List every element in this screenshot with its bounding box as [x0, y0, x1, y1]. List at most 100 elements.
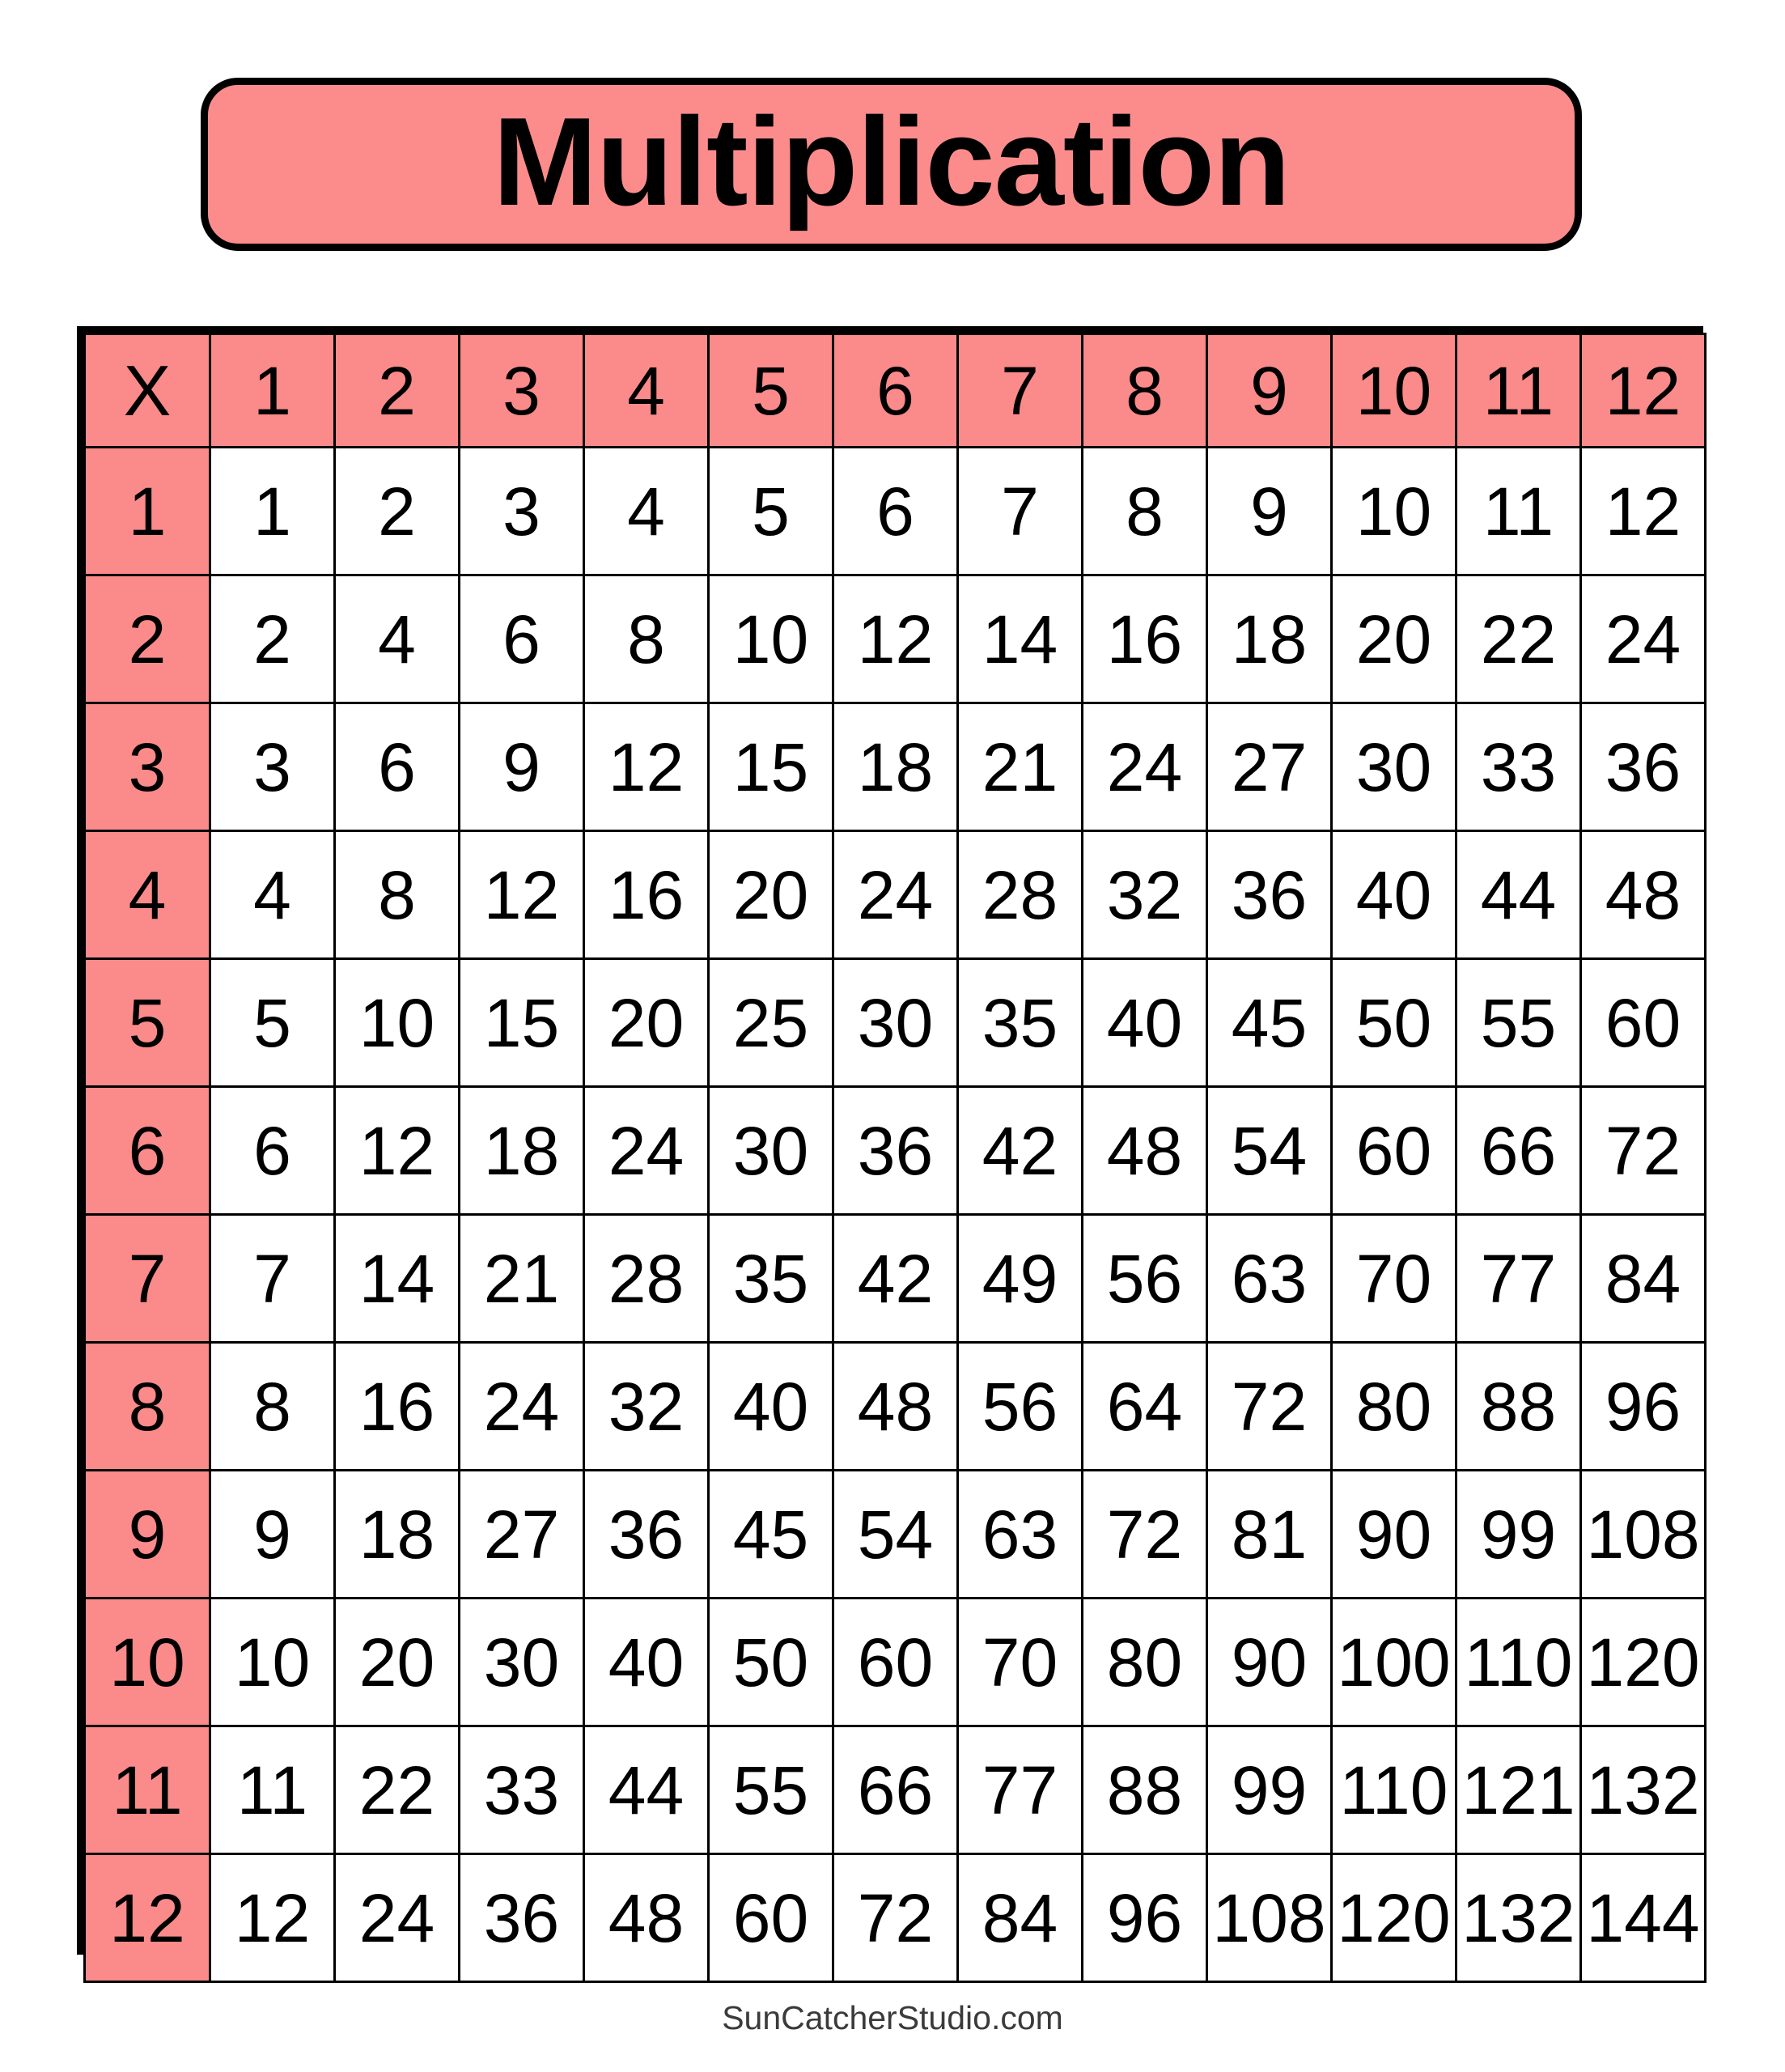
cell-4-12: 48 — [1579, 830, 1707, 960]
table-row: 8 8 16 24 32 40 48 56 64 72 80 88 96 — [83, 1341, 1707, 1471]
cell-7-10: 70 — [1330, 1213, 1457, 1344]
cell-8-5: 40 — [707, 1341, 834, 1471]
page-title: Multiplication — [493, 91, 1291, 231]
cell-4-9: 36 — [1206, 830, 1333, 960]
cell-2-12: 24 — [1579, 574, 1707, 704]
cell-7-7: 49 — [956, 1213, 1083, 1344]
cell-8-4: 32 — [583, 1341, 710, 1471]
cell-6-3: 18 — [458, 1085, 585, 1216]
cell-4-2: 8 — [333, 830, 460, 960]
cell-9-10: 90 — [1330, 1469, 1457, 1599]
cell-9-11: 99 — [1455, 1469, 1582, 1599]
cell-10-5: 50 — [707, 1597, 834, 1727]
row-header-8: 8 — [83, 1341, 211, 1471]
cell-7-9: 63 — [1206, 1213, 1333, 1344]
cell-10-1: 10 — [209, 1597, 336, 1727]
cell-3-8: 24 — [1081, 702, 1208, 832]
cell-5-4: 20 — [583, 957, 710, 1088]
cell-8-1: 8 — [209, 1341, 336, 1471]
column-header-1: 1 — [209, 333, 336, 448]
cell-9-8: 72 — [1081, 1469, 1208, 1599]
column-header-2: 2 — [333, 333, 460, 448]
cell-9-3: 27 — [458, 1469, 585, 1599]
cell-1-5: 5 — [707, 446, 834, 576]
row-header-6: 6 — [83, 1085, 211, 1216]
cell-11-12: 132 — [1579, 1725, 1707, 1855]
table-row: 10 10 20 30 40 50 60 70 80 90 100 110 12… — [83, 1597, 1707, 1727]
cell-3-5: 15 — [707, 702, 834, 832]
cell-7-12: 84 — [1579, 1213, 1707, 1344]
cell-12-2: 24 — [333, 1853, 460, 1983]
cell-8-8: 64 — [1081, 1341, 1208, 1471]
cell-6-8: 48 — [1081, 1085, 1208, 1216]
row-header-4: 4 — [83, 830, 211, 960]
cell-12-7: 84 — [956, 1853, 1083, 1983]
row-header-11: 11 — [83, 1725, 211, 1855]
cell-2-8: 16 — [1081, 574, 1208, 704]
cell-2-1: 2 — [209, 574, 336, 704]
cell-8-3: 24 — [458, 1341, 585, 1471]
column-header-12: 12 — [1579, 333, 1707, 448]
cell-3-6: 18 — [832, 702, 959, 832]
cell-10-12: 120 — [1579, 1597, 1707, 1727]
cell-8-7: 56 — [956, 1341, 1083, 1471]
cell-8-12: 96 — [1579, 1341, 1707, 1471]
cell-3-11: 33 — [1455, 702, 1582, 832]
cell-8-10: 80 — [1330, 1341, 1457, 1471]
row-header-3: 3 — [83, 702, 211, 832]
cell-4-5: 20 — [707, 830, 834, 960]
row-header-1: 1 — [83, 446, 211, 576]
cell-10-11: 110 — [1455, 1597, 1582, 1727]
cell-8-11: 88 — [1455, 1341, 1582, 1471]
table-row: 9 9 18 27 36 45 54 63 72 81 90 99 108 — [83, 1469, 1707, 1599]
cell-9-9: 81 — [1206, 1469, 1333, 1599]
cell-1-11: 11 — [1455, 446, 1582, 576]
table-row: 2 2 4 6 8 10 12 14 16 18 20 22 24 — [83, 574, 1707, 704]
cell-6-1: 6 — [209, 1085, 336, 1216]
table-row: 5 5 10 15 20 25 30 35 40 45 50 55 60 — [83, 957, 1707, 1088]
cell-6-2: 12 — [333, 1085, 460, 1216]
cell-2-3: 6 — [458, 574, 585, 704]
cell-11-4: 44 — [583, 1725, 710, 1855]
multiplication-table: X 1 2 3 4 5 6 7 8 9 10 11 12 1 — [83, 333, 1707, 1983]
cell-2-6: 12 — [832, 574, 959, 704]
table-body: 1 1 2 3 4 5 6 7 8 9 10 11 12 2 2 — [83, 446, 1707, 1983]
cell-4-6: 24 — [832, 830, 959, 960]
cell-9-1: 9 — [209, 1469, 336, 1599]
cell-6-12: 72 — [1579, 1085, 1707, 1216]
cell-5-11: 55 — [1455, 957, 1582, 1088]
cell-9-12: 108 — [1579, 1469, 1707, 1599]
cell-7-8: 56 — [1081, 1213, 1208, 1344]
cell-3-1: 3 — [209, 702, 336, 832]
cell-2-2: 4 — [333, 574, 460, 704]
row-header-5: 5 — [83, 957, 211, 1088]
cell-12-10: 120 — [1330, 1853, 1457, 1983]
footer: SunCatcherStudio.com — [0, 1999, 1785, 2037]
cell-8-6: 48 — [832, 1341, 959, 1471]
cell-8-2: 16 — [333, 1341, 460, 1471]
cell-11-9: 99 — [1206, 1725, 1333, 1855]
cell-12-11: 132 — [1455, 1853, 1582, 1983]
cell-7-11: 77 — [1455, 1213, 1582, 1344]
cell-3-3: 9 — [458, 702, 585, 832]
table-row: 11 11 22 33 44 55 66 77 88 99 110 121 13… — [83, 1725, 1707, 1855]
cell-7-6: 42 — [832, 1213, 959, 1344]
cell-9-4: 36 — [583, 1469, 710, 1599]
cell-11-5: 55 — [707, 1725, 834, 1855]
cell-5-9: 45 — [1206, 957, 1333, 1088]
cell-4-3: 12 — [458, 830, 585, 960]
cell-10-9: 90 — [1206, 1597, 1333, 1727]
table-row: 6 6 12 18 24 30 36 42 48 54 60 66 72 — [83, 1085, 1707, 1216]
cell-7-1: 7 — [209, 1213, 336, 1344]
cell-5-5: 25 — [707, 957, 834, 1088]
cell-9-2: 18 — [333, 1469, 460, 1599]
cell-3-4: 12 — [583, 702, 710, 832]
cell-1-9: 9 — [1206, 446, 1333, 576]
cell-11-2: 22 — [333, 1725, 460, 1855]
cell-12-5: 60 — [707, 1853, 834, 1983]
column-header-3: 3 — [458, 333, 585, 448]
cell-11-10: 110 — [1330, 1725, 1457, 1855]
cell-4-7: 28 — [956, 830, 1083, 960]
cell-10-6: 60 — [832, 1597, 959, 1727]
column-header-9: 9 — [1206, 333, 1333, 448]
